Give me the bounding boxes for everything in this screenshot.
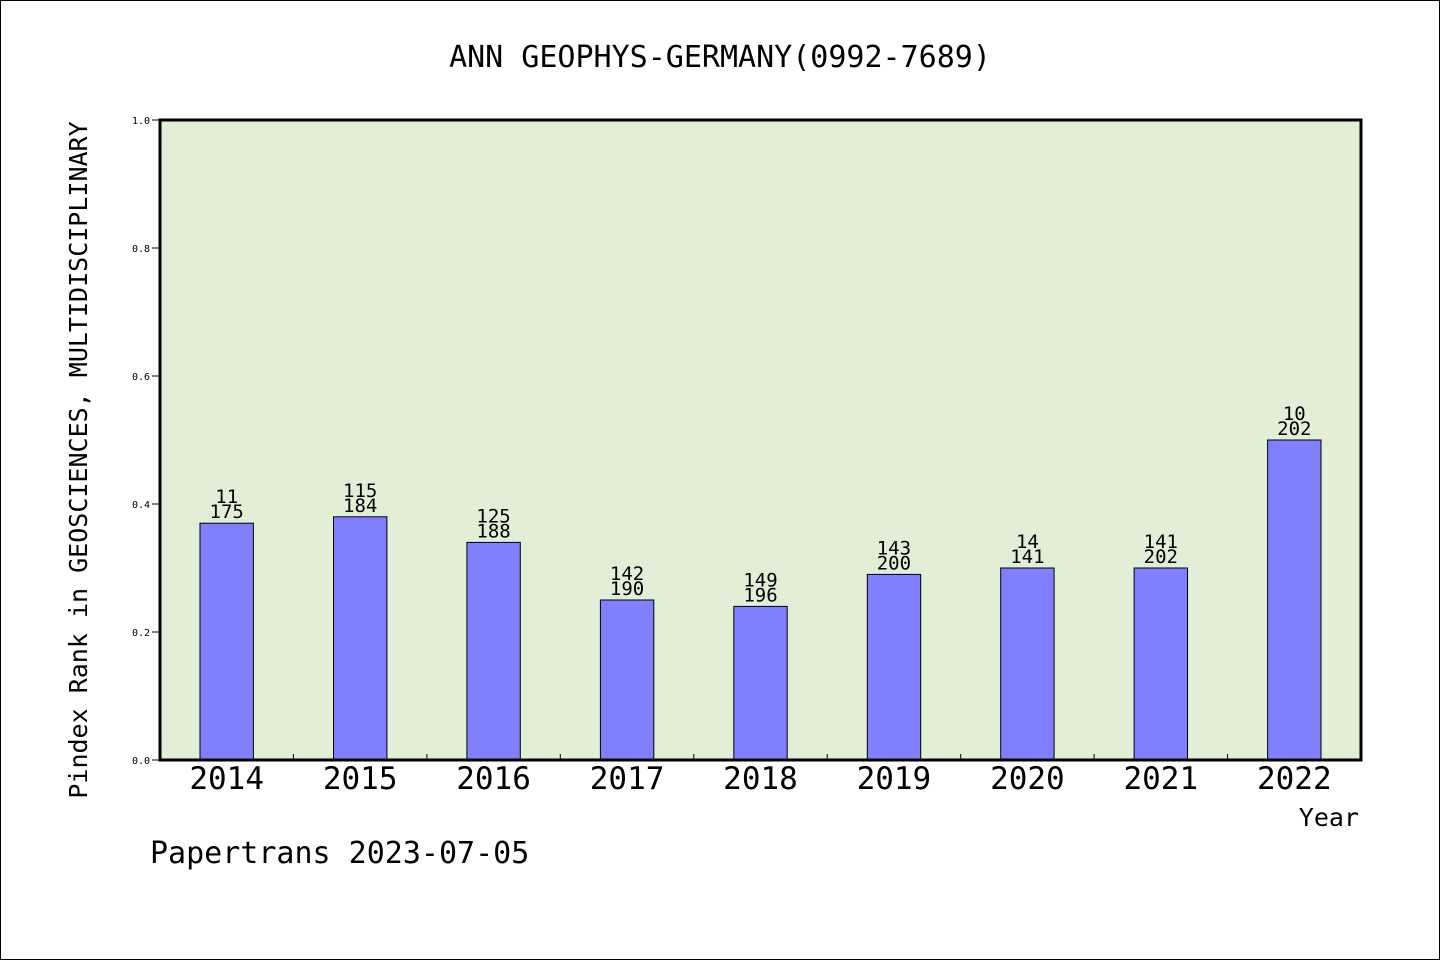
x-tick-label-2021: 2021: [1123, 761, 1198, 797]
total-label-2016: 188: [476, 520, 510, 542]
y-tick-label-2: 0.4: [132, 500, 150, 511]
total-label-2014: 175: [210, 501, 244, 523]
plot-border: [158, 118, 1363, 762]
bar-2014: [199, 522, 254, 761]
bar-2016: [466, 541, 521, 761]
y-tick-label-1: 0.2: [132, 628, 150, 639]
rank-label-2016: 125: [476, 505, 510, 527]
total-label-2022: 202: [1277, 418, 1311, 440]
x-tick-label-2016: 2016: [456, 761, 531, 797]
x-tick-label-2020: 2020: [990, 761, 1065, 797]
x-tick-label-2014: 2014: [189, 761, 264, 797]
rank-label-2018: 149: [743, 569, 777, 591]
rank-label-2014: 11: [215, 486, 238, 508]
x-tick-label-2018: 2018: [723, 761, 798, 797]
x-tick-label-2017: 2017: [590, 761, 665, 797]
y-tick-label-5: 1.0: [132, 116, 150, 127]
x-ticks-group: 2014 2015 2016 2017 2018 2019 2020 2021 2022: [189, 754, 1332, 797]
bar-2015: [333, 516, 388, 761]
total-label-2018: 196: [743, 584, 777, 606]
rank-label-2015: 115: [343, 480, 377, 502]
x-tick-label-2019: 2019: [857, 761, 932, 797]
bar-2020: [1000, 567, 1055, 761]
y-ticks-group: 0.0 0.2 0.4 0.6 0.8 1.0: [132, 116, 160, 767]
bar-2022: [1267, 439, 1322, 761]
rank-label-2019: 143: [877, 537, 911, 559]
rank-label-2021: 141: [1144, 531, 1178, 553]
bar-2018: [733, 605, 788, 761]
rank-label-2022: 10: [1283, 403, 1306, 425]
chart-title: ANN GEOPHYS-GERMANY(0992-7689): [449, 40, 991, 75]
total-label-2021: 202: [1144, 546, 1178, 568]
y-tick-label-0: 0.0: [132, 756, 150, 767]
rank-label-2020: 14: [1016, 531, 1039, 553]
total-label-2017: 190: [610, 578, 644, 600]
total-label-2015: 184: [343, 495, 377, 517]
x-tick-label-2022: 2022: [1257, 761, 1332, 797]
y-tick-label-4: 0.8: [132, 244, 150, 255]
footer-credit: Papertrans 2023-07-05: [150, 836, 529, 871]
bars-group: [199, 439, 1322, 761]
y-tick-label-3: 0.6: [132, 372, 150, 383]
x-axis-label: Year: [1299, 803, 1359, 832]
x-tick-label-2015: 2015: [323, 761, 398, 797]
bar-2017: [599, 599, 655, 761]
total-label-2019: 200: [877, 552, 911, 574]
y-axis-label: Pindex Rank in GEOSCIENCES, MULTIDISCIPL…: [64, 121, 93, 798]
bar-2019: [866, 573, 922, 761]
bar-2021: [1133, 567, 1188, 761]
total-label-2020: 141: [1010, 546, 1044, 568]
rank-label-2017: 142: [610, 563, 644, 585]
